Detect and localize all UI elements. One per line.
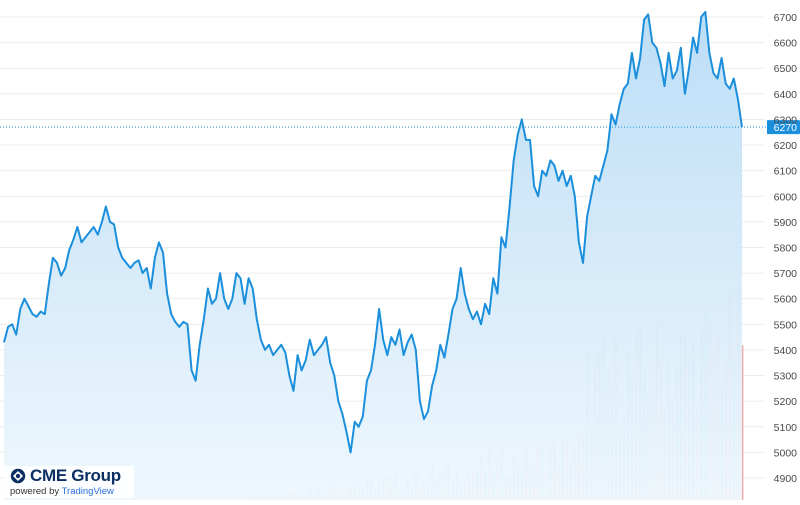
y-tick-label: 6000 (774, 191, 798, 203)
y-tick-label: 5400 (774, 345, 798, 357)
volume-bar (741, 345, 744, 500)
powered-by-text: powered by (10, 486, 60, 497)
price-line (3, 10, 743, 454)
price-series-line (3, 10, 743, 454)
y-tick-label: 5800 (774, 243, 798, 255)
price-area-fill (4, 11, 742, 501)
y-tick-label: 6500 (774, 63, 798, 75)
brand-credit: powered by TradingView (10, 486, 114, 497)
y-tick-label: 5300 (774, 371, 798, 383)
last-price-badge (767, 120, 800, 135)
brand-name: CME Group (30, 466, 121, 485)
y-tick-label: 5700 (774, 268, 798, 280)
price-area (4, 11, 742, 501)
last-price-line: 6270 (0, 120, 800, 135)
last-price-label: 6270 (774, 122, 798, 134)
y-tick-label: 5900 (774, 217, 798, 229)
y-tick-label: 6600 (774, 38, 798, 50)
y-tick-label: 5000 (774, 447, 798, 459)
y-tick-label: 5100 (774, 422, 798, 434)
tradingview-link[interactable]: TradingView (61, 486, 114, 497)
cme-globe-icon (10, 468, 26, 484)
y-tick-label: 6300 (774, 114, 798, 126)
price-axis: 4900 5000 5100 5200 5300 5400 5500 5600 5700 5800… (774, 12, 798, 485)
y-tick-label: 6200 (774, 140, 798, 152)
y-tick-label: 5200 (774, 396, 798, 408)
y-tick-label: 5600 (774, 294, 798, 306)
y-tick-label: 6100 (774, 166, 798, 178)
y-tick-label: 4900 (774, 473, 798, 485)
y-tick-label: 6400 (774, 89, 798, 101)
y-tick-label: 6700 (774, 12, 798, 24)
y-tick-label: 5500 (774, 319, 798, 331)
branding[interactable]: CME Group powered by TradingView (4, 466, 134, 498)
